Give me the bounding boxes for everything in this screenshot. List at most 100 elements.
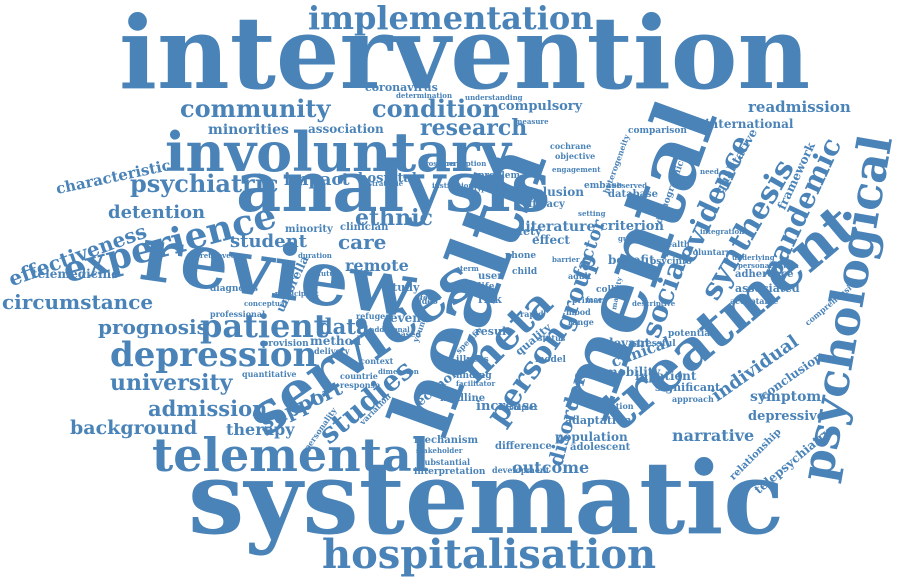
cloud-word: development [492,465,550,475]
cloud-word: adherence [735,269,794,280]
cloud-word: objective [555,151,596,161]
cloud-word: primary [572,295,608,305]
cloud-word: criterion [600,219,664,234]
cloud-word: benefit [608,253,655,267]
cloud-word: focus [420,293,441,302]
cloud-word: term [460,264,479,273]
cloud-word: voluntary [688,247,731,257]
cloud-word: student [230,231,307,252]
cloud-word: safety [505,225,542,238]
cloud-word: associated [735,282,800,295]
cloud-word: depression [110,335,318,375]
cloud-word: admission [148,396,268,421]
cloud-word: facilitator [456,379,496,388]
cloud-word: substantial [420,457,471,467]
cloud-word: approach [672,394,714,404]
cloud-word: context [360,356,394,366]
cloud-word: measure [515,117,549,126]
cloud-word: strategie [368,179,404,188]
cloud-word: hospitalisation [322,531,657,578]
cloud-word: adaptation [565,414,632,427]
cloud-word: telemedicine [32,267,119,281]
cloud-word: systematic [188,439,785,557]
cloud-word: rapid [520,309,544,319]
cloud-word: medline [440,393,486,404]
cloud-word: prognosis [98,315,208,339]
cloud-word: ehealth [656,239,690,249]
cloud-word: analysis [236,145,551,228]
cloud-word: risk [478,293,502,306]
cloud-word: response [340,380,381,390]
cloud-word: engagement [552,165,601,174]
cloud-word: provision [262,339,309,349]
cloud-word: compulsory [498,99,583,114]
cloud-word: range [568,317,594,327]
cloud-word: potential [668,329,714,339]
cloud-word: difference [495,441,552,452]
cloud-word: video [414,296,438,306]
cloud-word: impact [284,170,350,190]
cloud-word: professional [210,309,266,319]
cloud-word: guidance [618,234,654,243]
cloud-word: interpretation [414,467,486,477]
cloud-word: inclusion [522,185,584,199]
cloud-word: typology [474,184,508,193]
cloud-word: international [705,117,794,131]
cloud-word: population [555,430,628,444]
cloud-word: literature [520,219,596,235]
cloud-word: adolescent [570,442,631,453]
cloud-word: observed [612,181,648,190]
cloud-word: phone [505,251,537,261]
cloud-word: perception [444,159,487,168]
cloud-word: diagnosis [210,284,258,294]
cloud-word: child [512,267,538,277]
cloud-word: dimension [378,367,419,376]
cloud-word: problem [478,171,520,181]
cloud-word: institutional [432,181,481,190]
cloud-word: based [395,329,421,339]
cloud-word: need [700,167,719,176]
cloud-word: determination [396,91,453,100]
cloud-word: additional [370,325,410,334]
cloud-word: embase [584,181,623,191]
cloud-word: data [318,314,370,339]
cloud-word: inpatient [635,369,697,383]
cloud-word: setting [578,209,606,218]
cloud-word: duration [298,251,332,260]
cloud-word: minorities [208,122,289,138]
cloud-word: participant [275,289,319,298]
cloud-word: therapy [226,420,295,439]
cloud-word: finding [456,371,492,381]
cloud-word: increase [476,399,538,414]
cloud-word: mobility [605,365,661,379]
cloud-word: ethnic [355,205,433,231]
cloud-word: mechanism [414,435,479,446]
cloud-word: university [110,370,233,396]
cloud-word: clinician [340,222,389,233]
cloud-word: life [478,282,495,292]
cloud-word: face [586,295,603,304]
cloud-word: hospital [358,171,417,186]
cloud-word: refugee [356,311,391,321]
cloud-word: quantitative [242,369,297,379]
cloud-word: significant [655,381,721,394]
cloud-word: effect [532,233,570,247]
cloud-word: conceptual [244,299,288,308]
cloud-word: cochrane [550,141,592,151]
cloud-word: model [535,355,566,365]
cloud-word: college [596,285,633,295]
cloud-word: depressive [748,409,825,424]
cloud-word: stressful [632,339,676,349]
cloud-word: care [338,230,387,254]
cloud-word: user [478,271,503,282]
cloud-word: minority [285,224,333,235]
cloud-word: barrier [552,255,580,264]
cloud-word: mood [566,307,591,317]
cloud-word: integration [700,227,745,236]
cloud-word: efficacy [522,199,565,210]
cloud-word: narrative [672,426,755,445]
cloud-word: understanding [465,93,523,102]
cloud-word: detention [108,202,206,223]
cloud-word: prospero [420,159,455,168]
cloud-word: status [538,333,566,343]
